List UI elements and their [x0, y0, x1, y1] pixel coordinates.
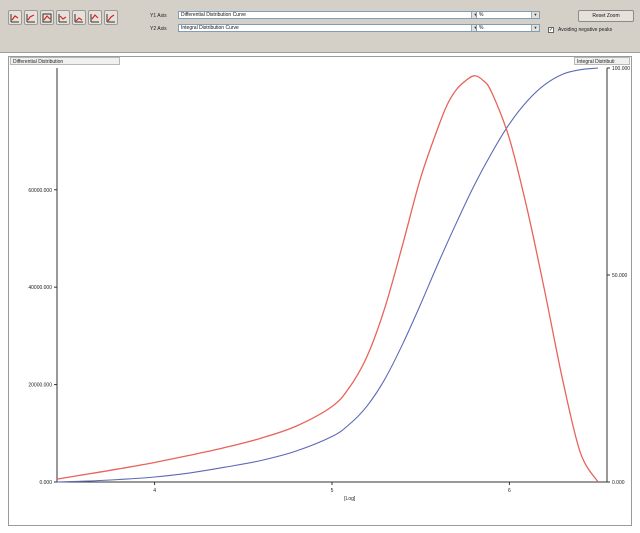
y2-unit-select[interactable]: % ▼ [476, 24, 540, 32]
chevron-down-icon[interactable]: ▼ [471, 12, 479, 18]
left-axis-header: Differential Distribution [10, 57, 120, 65]
y1-axis-label: Y1 Axis [150, 13, 167, 19]
avoid-negative-peaks-label: Avoiding negative peaks [558, 27, 613, 33]
y-left-tick-label: 20000.000 [28, 383, 52, 389]
right-axis-header: Integral Distributi [574, 57, 630, 65]
toolbar: Y1 Axis Differential Distribution Curve … [0, 0, 640, 53]
chart-tool-5-icon[interactable] [72, 10, 86, 25]
chevron-down-icon[interactable]: ▼ [471, 25, 479, 31]
integral-distribution-line [56, 67, 599, 483]
chart-tool-6-icon[interactable] [88, 10, 102, 25]
chart-tool-1-icon[interactable] [8, 10, 22, 25]
chart-tool-7-icon[interactable] [104, 10, 118, 25]
y-left-tick-label: 60000.000 [28, 188, 52, 194]
y1-axis-value: Differential Distribution Curve [181, 12, 246, 18]
y-right-tick-label: 50.000 [612, 273, 628, 279]
chart-tool-3-icon[interactable] [40, 10, 54, 25]
chart-tool-4-icon[interactable] [56, 10, 70, 25]
y2-axis-label: Y2 Axis [150, 26, 167, 32]
y-left-tick-label: 0.000 [39, 480, 52, 486]
reset-zoom-button[interactable]: Reset Zoom [578, 10, 634, 22]
chevron-down-icon[interactable]: ▼ [531, 12, 539, 18]
chevron-down-icon[interactable]: ▼ [531, 25, 539, 31]
x-axis-label: [Log] [344, 496, 356, 502]
x-tick-label: 4 [153, 488, 156, 494]
x-tick-label: 6 [508, 488, 511, 494]
avoid-negative-peaks-checkbox[interactable]: ✓ [548, 27, 554, 33]
y1-unit-value: % [479, 12, 484, 18]
y1-unit-select[interactable]: % ▼ [476, 11, 540, 19]
x-tick-label: 5 [331, 488, 334, 494]
y-left-tick-label: 40000.000 [28, 285, 52, 291]
chart-tool-2-icon[interactable] [24, 10, 38, 25]
y-right-tick-label: 0.000 [612, 480, 625, 486]
y-right-tick-label: 100.000 [612, 66, 630, 72]
differential-distribution-line [56, 75, 599, 483]
y2-unit-value: % [479, 25, 484, 31]
y2-axis-value: Integral Distribution Curve [181, 25, 239, 31]
plot-area [8, 56, 632, 526]
